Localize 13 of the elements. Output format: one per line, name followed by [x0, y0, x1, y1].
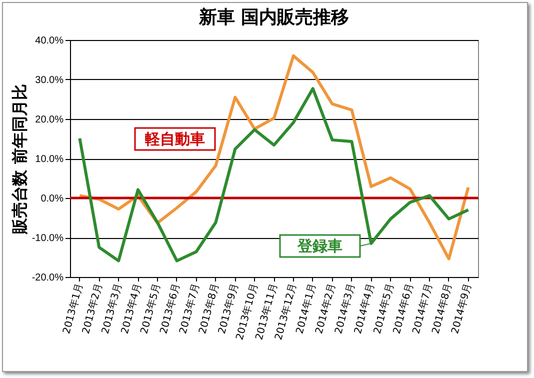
y-tick-label: 40.0% — [35, 36, 64, 46]
y-tick-label: 20.0% — [35, 114, 64, 126]
series-label: 軽自動車 — [144, 130, 205, 148]
line-series — [78, 87, 470, 262]
y-tick-label: -20.0% — [32, 272, 64, 284]
line-series — [78, 54, 470, 260]
chart-title: 新車 国内販売推移 — [198, 7, 350, 28]
y-axis-title: 販売台数 前年同月比 — [10, 84, 29, 235]
y-tick-label: 10.0% — [35, 154, 64, 165]
y-tick-label: 0.0% — [40, 194, 64, 204]
y-tick-label: 30.0% — [35, 75, 64, 86]
y-tick-label: -10.0% — [32, 233, 64, 244]
legend-label: 登録車 — [296, 237, 342, 255]
